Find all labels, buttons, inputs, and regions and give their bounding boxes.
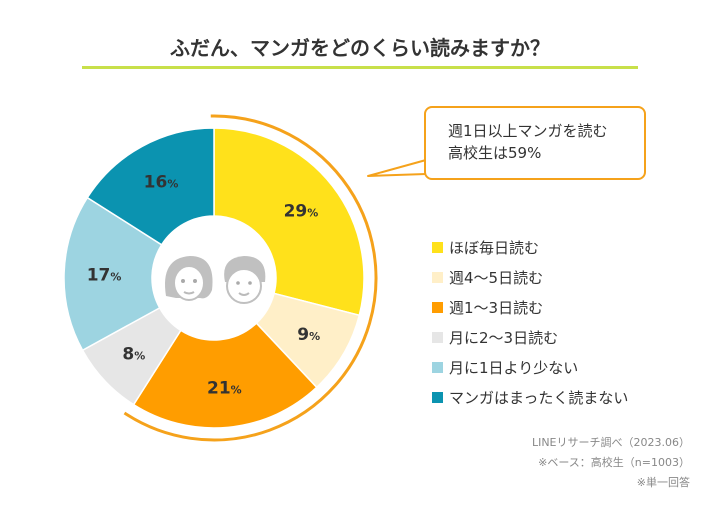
highlight-arc xyxy=(123,114,378,442)
data-label: 17% xyxy=(87,266,122,286)
man-face-icon xyxy=(224,256,266,304)
legend-swatch xyxy=(432,271,443,283)
legend-swatch xyxy=(432,331,443,343)
answer-note: ※単一回答 xyxy=(636,476,690,489)
base-note: ※ベース：高校生（n=1003） xyxy=(538,456,690,469)
woman-face-icon xyxy=(165,256,213,301)
legend-label: 週4〜5日読む xyxy=(449,268,544,287)
callout-tail xyxy=(367,159,427,177)
legend-label: マンガはまったく読まない xyxy=(449,388,629,407)
legend-label: 月に1日より少ない xyxy=(449,358,579,377)
chart-title: ふだん、マンガをどのくらい読みますか？ xyxy=(170,36,550,60)
legend-swatch xyxy=(432,241,443,253)
legend-item: 週4〜5日読む xyxy=(432,262,628,292)
legend-item: マンガはまったく読まない xyxy=(432,382,628,412)
legend-item: 月に2〜3日読む xyxy=(432,322,628,352)
footer-notes: LINEリサーチ調べ（2023.06） ※ベース：高校生（n=1003） ※単一… xyxy=(532,433,690,493)
legend-swatch xyxy=(432,301,443,313)
data-label: 9% xyxy=(297,325,320,345)
annotation-line: 高校生は59% xyxy=(448,144,542,162)
data-label: 29% xyxy=(284,202,319,222)
data-label: 16% xyxy=(144,173,179,193)
data-label: 21% xyxy=(207,379,242,399)
legend-label: ほぼ毎日読む xyxy=(449,238,540,257)
title-underline xyxy=(82,66,638,69)
annotation-line: 週1日以上マンガを読む xyxy=(448,122,608,140)
annotation-callout: 週1日以上マンガを読む 高校生は59% xyxy=(424,106,646,180)
legend-item: ほぼ毎日読む xyxy=(432,232,628,262)
legend-swatch xyxy=(432,361,443,373)
legend-item: 週1〜3日読む xyxy=(432,292,628,322)
legend-label: 週1〜3日読む xyxy=(449,298,544,317)
legend-item: 月に1日より少ない xyxy=(432,352,628,382)
legend-swatch xyxy=(432,391,443,403)
legend-label: 月に2〜3日読む xyxy=(449,328,559,347)
legend: ほぼ毎日読む 週4〜5日読む 週1〜3日読む 月に2〜3日読む月に1日より少ないマンガ… xyxy=(432,232,628,412)
donut-hole xyxy=(152,216,276,340)
source-note: LINEリサーチ調べ（2023.06） xyxy=(531,436,690,449)
data-label: 8% xyxy=(122,344,145,364)
